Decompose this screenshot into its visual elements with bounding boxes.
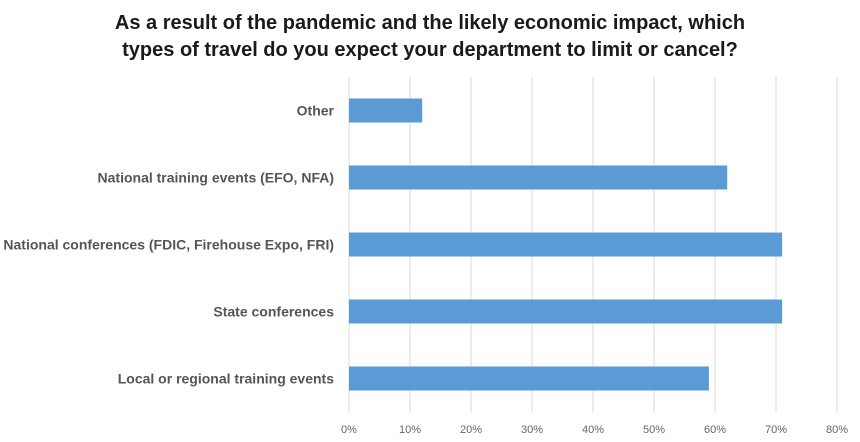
bar [349, 366, 709, 391]
x-tick-label: 70% [765, 424, 787, 436]
chart-title: As a result of the pandemic and the like… [0, 10, 860, 64]
x-tick-label: 80% [826, 424, 848, 436]
bars [349, 98, 783, 391]
category-labels: Other National training events (EFO, NFA)… [3, 103, 334, 387]
category-label: National training events (EFO, NFA) [98, 170, 334, 186]
category-label: Other [297, 103, 335, 119]
bar [349, 165, 728, 190]
x-tick-label: 50% [643, 424, 665, 436]
x-tick-label: 10% [399, 424, 421, 436]
chart-title-line-2: types of travel do you expect your depar… [122, 39, 738, 61]
category-label: State conferences [213, 304, 334, 320]
category-label: National conferences (FDIC, Firehouse Ex… [3, 237, 334, 253]
x-tick-label: 20% [460, 424, 482, 436]
bar [349, 98, 423, 123]
x-tick-label: 0% [341, 424, 357, 436]
x-tick-labels: 0% 10% 20% 30% 40% 50% 60% 70% 80% [341, 424, 848, 436]
bar [349, 232, 783, 257]
chart-title-line-1: As a result of the pandemic and the like… [114, 12, 746, 34]
bar [349, 299, 783, 324]
category-label: Local or regional training events [118, 371, 334, 387]
x-tick-label: 40% [582, 424, 604, 436]
x-tick-label: 30% [521, 424, 543, 436]
x-tick-label: 60% [704, 424, 726, 436]
